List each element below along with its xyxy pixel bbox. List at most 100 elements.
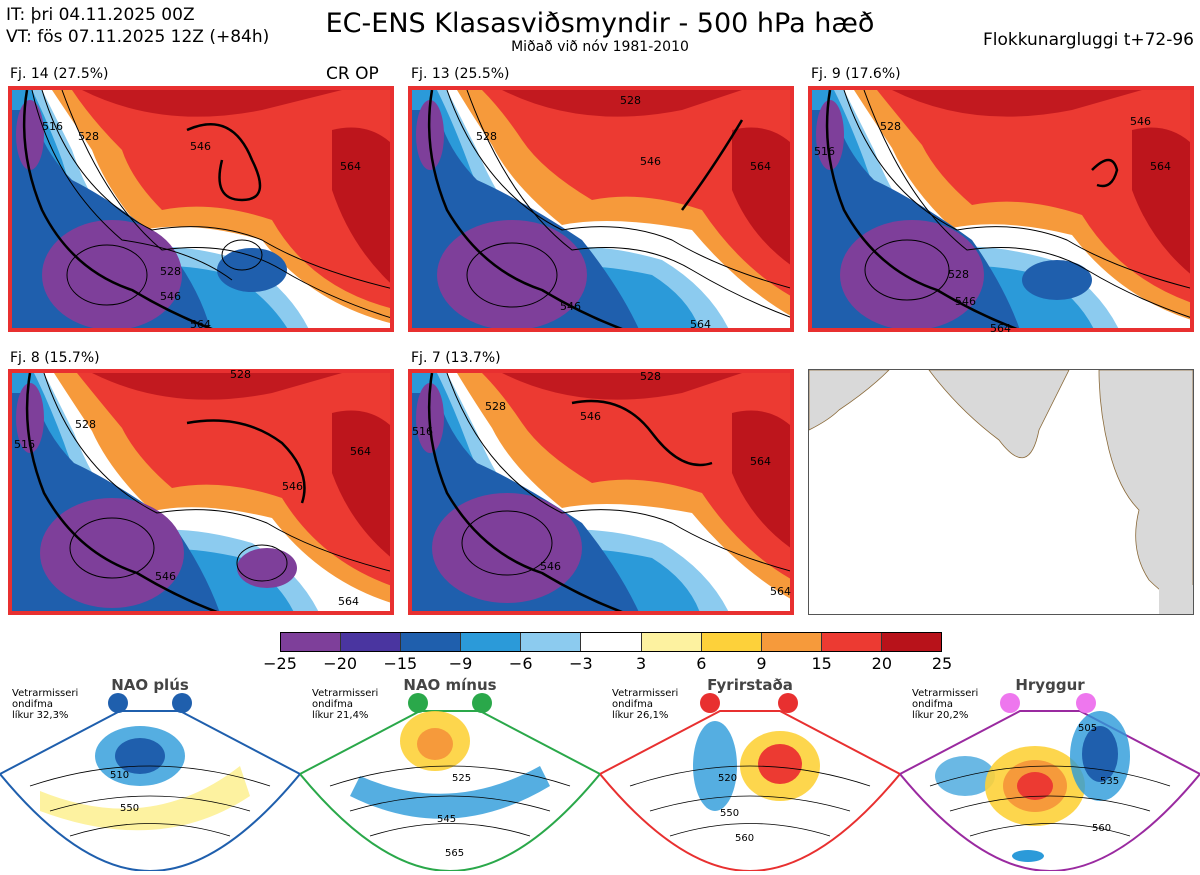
contour-label: 528 (230, 368, 251, 381)
contour-label: 528 (160, 265, 181, 278)
contour-label: 546 (155, 570, 176, 583)
panel-label-2: Fj. 13 (25.5%) (411, 66, 510, 82)
contour-label: 535 (1100, 776, 1119, 787)
colorbar (280, 632, 942, 652)
colorbar-swatch (881, 633, 942, 651)
contour-label: 546 (282, 480, 303, 493)
regime-info: Vetrarmisseri ondifma líkur 21,4% (312, 688, 378, 721)
colorbar-tick: 9 (756, 654, 767, 673)
regime-info-line: Vetrarmisseri (312, 688, 379, 699)
colorbar-swatch (521, 633, 582, 651)
colorbar-tick: −20 (323, 654, 358, 673)
colorbar-swatch (761, 633, 822, 651)
contour-label: 564 (1150, 160, 1171, 173)
map-panel[interactable] (408, 86, 794, 332)
regime-info-line: líkur 20,2% (912, 710, 969, 721)
contour-label: 564 (990, 322, 1011, 335)
contour-label: 560 (1092, 823, 1111, 834)
contour-label: 560 (735, 833, 754, 844)
header-info: IT: þri 04.11.2025 00Z VT: fös 07.11.202… (6, 4, 269, 48)
contour-label: 564 (690, 318, 711, 331)
contour-label: 564 (340, 160, 361, 173)
panel-label-4: Fj. 8 (15.7%) (10, 350, 100, 366)
contour-label: 516 (412, 425, 433, 438)
map-panel[interactable] (808, 86, 1194, 332)
regime-info: Vetrarmisseri ondifma líkur 20,2% (912, 688, 978, 721)
colorbar-tick: 15 (811, 654, 832, 673)
regime-info-line: Vetrarmisseri (12, 688, 79, 699)
colorbar-swatch (581, 633, 642, 651)
contour-label: 550 (720, 808, 739, 819)
regime-title: NAO mínus (403, 676, 497, 694)
contour-label: 505 (1078, 723, 1097, 734)
map-panel[interactable] (408, 369, 794, 615)
contour-label: 565 (445, 848, 464, 859)
regime-info-line: ondifma (912, 699, 953, 710)
colorbar-tick: −3 (569, 654, 593, 673)
colorbar-tick: 20 (871, 654, 892, 673)
reference-map (808, 369, 1194, 615)
contour-label: 546 (540, 560, 561, 573)
contour-label: 546 (580, 410, 601, 423)
panel-label-3: Fj. 9 (17.6%) (811, 66, 901, 82)
colorbar-tick: 6 (696, 654, 707, 673)
colorbar-swatch (821, 633, 882, 651)
init-time: IT: þri 04.11.2025 00Z (6, 5, 195, 25)
colorbar-swatch (401, 633, 462, 651)
contour-label: 564 (770, 585, 791, 598)
contour-label: 520 (718, 773, 737, 784)
regime-info-line: líkur 32,3% (12, 710, 69, 721)
contour-label: 564 (350, 445, 371, 458)
page-title: EC-ENS Klasasviðsmyndir - 500 hPa hæð (325, 8, 875, 39)
colorbar-swatch (341, 633, 402, 651)
contour-label: 528 (476, 130, 497, 143)
regime-ridge: 505 535 560 Hryggur Vetrarmisseri ondifm… (898, 676, 1200, 873)
contour-label: 564 (750, 455, 771, 468)
colorbar-tick: 25 (931, 654, 953, 673)
contour-label: 550 (120, 803, 139, 814)
contour-label: 528 (78, 130, 99, 143)
panel-label-5: Fj. 7 (13.7%) (411, 350, 501, 366)
colorbar-swatch (641, 633, 702, 651)
contour-label: 545 (437, 814, 456, 825)
colorbar-tick: 3 (636, 654, 647, 673)
colorbar-tick: −9 (448, 654, 473, 673)
regime-nao-minus: 525 545 565 NAO mínus Vetrarmisseri ondi… (298, 676, 602, 873)
contour-label: 525 (452, 773, 471, 784)
contour-label: 528 (880, 120, 901, 133)
colorbar-swatch (461, 633, 522, 651)
colorbar-swatch (701, 633, 762, 651)
contour-label: 564 (750, 160, 771, 173)
regime-info-line: líkur 26,1% (612, 710, 669, 721)
contour-label: 516 (42, 120, 63, 133)
contour-label: 546 (1130, 115, 1151, 128)
contour-label: 546 (955, 295, 976, 308)
regime-info: Vetrarmisseri ondifma líkur 32,3% (12, 688, 78, 721)
regime-info-line: Vetrarmisseri (612, 688, 679, 699)
contour-label: 528 (620, 94, 641, 107)
regime-title: Fyrirstaða (707, 676, 793, 694)
contour-label: 564 (338, 595, 359, 608)
contour-label: 528 (948, 268, 969, 281)
regime-info-line: Vetrarmisseri (912, 688, 979, 699)
colorbar-tick: −15 (383, 654, 418, 673)
map-panel[interactable] (8, 369, 394, 615)
colorbar-ticks: −25 −20 −15 −9 −6 −3 3 6 9 15 20 25 (263, 654, 952, 674)
panel-label-1: Fj. 14 (27.5%) (10, 66, 109, 82)
map-panel[interactable] (8, 86, 394, 332)
contour-label: 516 (814, 145, 835, 158)
regime-info-line: líkur 21,4% (312, 710, 369, 721)
contour-label: 528 (640, 370, 661, 383)
colorbar-tick: −25 (263, 654, 297, 673)
regime-title: NAO plús (111, 676, 189, 694)
colorbar-swatch (281, 633, 342, 651)
contour-label: 546 (560, 300, 581, 313)
regime-info-line: ondifma (312, 699, 353, 710)
contour-label: 546 (640, 155, 661, 168)
contour-label: 528 (75, 418, 96, 431)
contour-label: 546 (190, 140, 211, 153)
regime-info-line: ondifma (612, 699, 653, 710)
page-subtitle: Miðað við nóv 1981-2010 (511, 39, 689, 55)
contour-label: 528 (485, 400, 506, 413)
contour-label: 516 (14, 438, 35, 451)
